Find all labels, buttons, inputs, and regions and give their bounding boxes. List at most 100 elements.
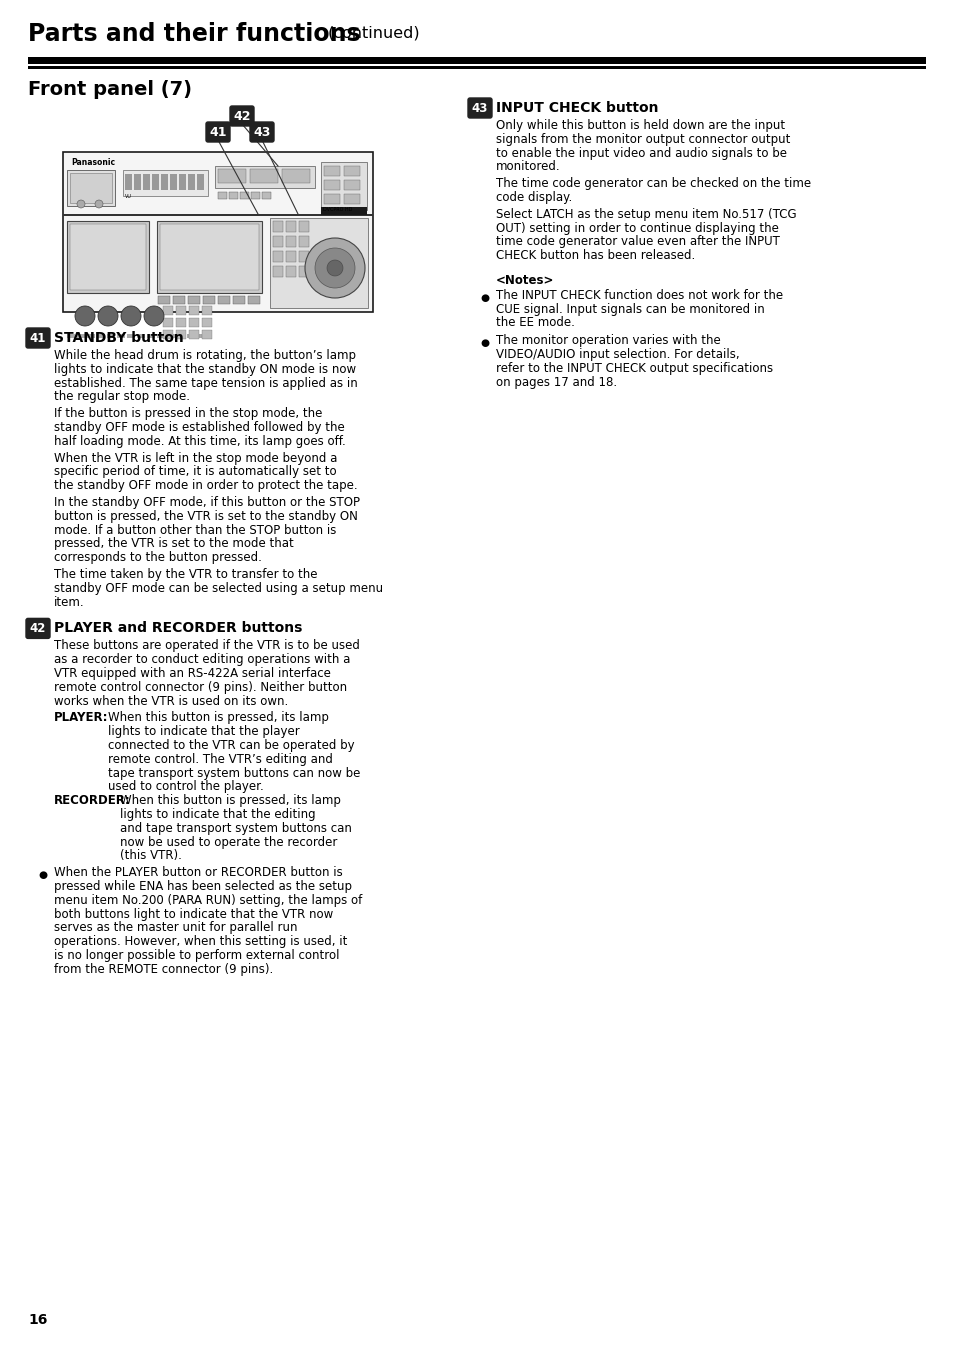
Circle shape [95, 200, 103, 208]
Bar [196, 334, 205, 338]
Bar [203, 296, 214, 304]
Text: monitored.: monitored. [496, 161, 560, 173]
Bar [188, 296, 200, 304]
Bar [175, 305, 186, 315]
FancyBboxPatch shape [206, 122, 230, 142]
Bar [298, 236, 309, 247]
Text: If the button is pressed in the stop mode, the: If the button is pressed in the stop mod… [54, 407, 322, 420]
Text: is no longer possible to perform external control: is no longer possible to perform externa… [54, 948, 339, 962]
Text: <Notes>: <Notes> [496, 274, 554, 286]
Text: button is pressed, the VTR is set to the standby ON: button is pressed, the VTR is set to the… [54, 509, 357, 523]
Text: The INPUT CHECK function does not work for the: The INPUT CHECK function does not work f… [496, 289, 782, 301]
Bar [170, 174, 177, 190]
Bar [97, 334, 105, 338]
Bar [324, 166, 339, 176]
Text: CUE signal. Input signals can be monitored in: CUE signal. Input signals can be monitor… [496, 303, 764, 316]
FancyBboxPatch shape [26, 619, 50, 639]
Text: the standby OFF mode in order to protect the tape.: the standby OFF mode in order to protect… [54, 480, 357, 492]
Text: ●: ● [480, 293, 489, 303]
Circle shape [327, 259, 343, 276]
Bar [298, 251, 309, 262]
Bar [202, 330, 212, 339]
Text: specific period of time, it is automatically set to: specific period of time, it is automatic… [54, 465, 336, 478]
Circle shape [98, 305, 118, 326]
Text: PLAYER and RECORDER buttons: PLAYER and RECORDER buttons [54, 621, 302, 635]
Text: lights to indicate that the player: lights to indicate that the player [108, 725, 299, 738]
Circle shape [144, 305, 164, 326]
Text: INPUT CHECK button: INPUT CHECK button [496, 101, 658, 115]
Text: 16: 16 [28, 1313, 48, 1327]
Text: standby OFF mode can be selected using a setup menu: standby OFF mode can be selected using a… [54, 582, 383, 594]
Bar [320, 162, 367, 209]
Text: remote control. The VTR’s editing and: remote control. The VTR’s editing and [108, 753, 333, 766]
Bar [143, 174, 150, 190]
Bar [161, 174, 168, 190]
Bar [160, 224, 258, 290]
Text: When this button is pressed, its lamp: When this button is pressed, its lamp [108, 712, 329, 724]
Bar [189, 305, 199, 315]
Text: pressed while ENA has been selected as the setup: pressed while ENA has been selected as t… [54, 880, 352, 893]
Circle shape [305, 238, 365, 299]
Text: half loading mode. At this time, its lamp goes off.: half loading mode. At this time, its lam… [54, 435, 345, 447]
Text: tape transport system buttons can now be: tape transport system buttons can now be [108, 766, 360, 780]
Bar [229, 192, 237, 199]
Circle shape [121, 305, 141, 326]
Bar [248, 296, 260, 304]
Bar [270, 218, 368, 308]
Text: VIDEO/AUDIO input selection. For details,: VIDEO/AUDIO input selection. For details… [496, 349, 739, 361]
Circle shape [75, 305, 95, 326]
Bar [179, 174, 186, 190]
Text: 41: 41 [30, 331, 46, 345]
Bar [320, 207, 367, 215]
Text: refer to the INPUT CHECK output specifications: refer to the INPUT CHECK output specific… [496, 362, 772, 374]
Bar [273, 251, 283, 262]
Bar [137, 334, 145, 338]
Text: The monitor operation varies with the: The monitor operation varies with the [496, 334, 720, 347]
Text: mode. If a button other than the STOP button is: mode. If a button other than the STOP bu… [54, 524, 336, 536]
Bar [63, 213, 373, 216]
Text: STANDBY button: STANDBY button [54, 331, 184, 345]
Text: menu item No.200 (PARA RUN) setting, the lamps of: menu item No.200 (PARA RUN) setting, the… [54, 894, 362, 907]
Bar [344, 180, 359, 190]
Text: to enable the input video and audio signals to be: to enable the input video and audio sign… [496, 147, 786, 159]
Bar [67, 170, 115, 205]
Text: When the PLAYER button or RECORDER button is: When the PLAYER button or RECORDER butto… [54, 866, 342, 880]
Text: item.: item. [54, 596, 85, 608]
Bar [344, 195, 359, 204]
Text: remote control connector (9 pins). Neither button: remote control connector (9 pins). Neith… [54, 681, 347, 694]
Bar [250, 169, 277, 182]
Bar [175, 317, 186, 327]
Text: the EE mode.: the EE mode. [496, 316, 575, 330]
Bar [282, 169, 310, 182]
Bar [324, 195, 339, 204]
Text: time code generator value even after the INPUT: time code generator value even after the… [496, 235, 779, 249]
Bar [163, 305, 172, 315]
Bar [298, 222, 309, 232]
Text: Parts and their functions: Parts and their functions [28, 22, 360, 46]
Text: While the head drum is rotating, the button’s lamp: While the head drum is rotating, the but… [54, 349, 355, 362]
Bar [273, 222, 283, 232]
Bar [152, 174, 159, 190]
Text: CHECK button has been released.: CHECK button has been released. [496, 249, 695, 262]
Bar [167, 334, 174, 338]
Bar [177, 334, 185, 338]
Bar [87, 334, 95, 338]
Text: (continued): (continued) [328, 26, 420, 41]
Bar [188, 174, 194, 190]
Bar [70, 224, 146, 290]
Text: 43: 43 [253, 126, 271, 139]
Bar [298, 266, 309, 277]
Text: When this button is pressed, its lamp: When this button is pressed, its lamp [120, 794, 340, 807]
Text: 43: 43 [472, 101, 488, 115]
Text: OUT) setting in order to continue displaying the: OUT) setting in order to continue displa… [496, 222, 778, 235]
Bar [286, 251, 295, 262]
Text: DVCPRO HD: DVCPRO HD [323, 207, 352, 212]
Circle shape [314, 249, 355, 288]
Bar [196, 174, 204, 190]
Text: The time taken by the VTR to transfer to the: The time taken by the VTR to transfer to… [54, 567, 317, 581]
Bar [125, 174, 132, 190]
Bar [172, 296, 185, 304]
Bar [127, 334, 135, 338]
Text: lights to indicate that the editing: lights to indicate that the editing [120, 808, 315, 821]
Text: VU: VU [125, 195, 132, 199]
